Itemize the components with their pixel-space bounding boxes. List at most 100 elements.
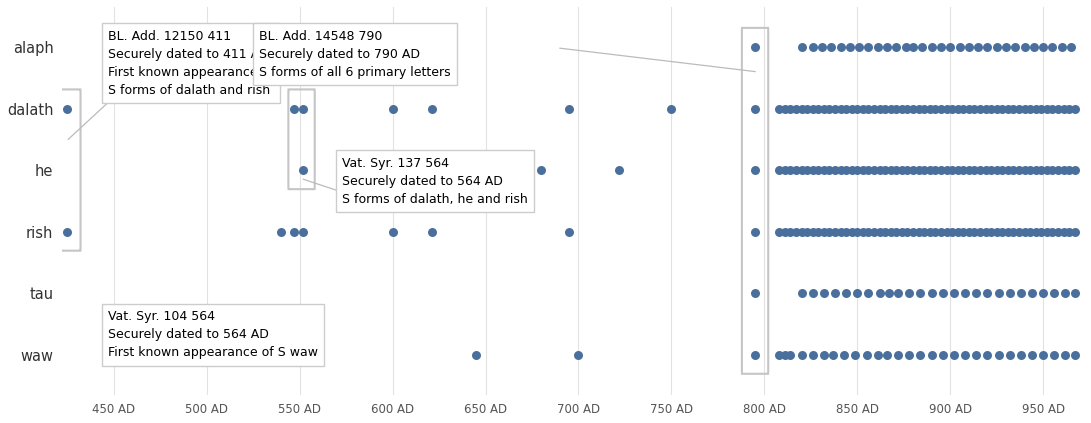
Point <box>932 228 949 235</box>
Point <box>858 352 875 358</box>
Point <box>841 44 859 50</box>
Point <box>532 167 550 173</box>
Point <box>988 105 1006 112</box>
Point <box>843 228 861 235</box>
Point <box>966 228 983 235</box>
Point <box>860 228 877 235</box>
Point <box>295 352 312 358</box>
Point <box>876 105 894 112</box>
Point <box>1016 167 1033 173</box>
Point <box>889 290 907 297</box>
Point <box>781 105 799 112</box>
Point <box>423 105 441 112</box>
Point <box>926 105 944 112</box>
Point <box>1060 167 1078 173</box>
Point <box>1032 228 1050 235</box>
Point <box>788 105 805 112</box>
Point <box>815 105 832 112</box>
Point <box>1027 105 1044 112</box>
Point <box>888 167 906 173</box>
Point <box>897 44 914 50</box>
Point <box>1039 228 1056 235</box>
Point <box>1066 228 1083 235</box>
Point <box>849 290 866 297</box>
Point <box>899 228 916 235</box>
Point <box>912 290 930 297</box>
Point <box>1010 167 1028 173</box>
Point <box>888 105 906 112</box>
Point <box>799 105 816 112</box>
Point <box>979 290 996 297</box>
Point <box>1034 290 1052 297</box>
Point <box>1021 167 1039 173</box>
Point <box>888 44 906 50</box>
Point <box>1010 105 1028 112</box>
Point <box>423 228 441 235</box>
Point <box>825 352 842 358</box>
Point <box>1045 352 1063 358</box>
Point <box>1053 44 1070 50</box>
Point <box>820 228 838 235</box>
Text: Vat. Syr. 104 564
Securely dated to 564 AD
First known appearance of S waw: Vat. Syr. 104 564 Securely dated to 564 … <box>108 310 319 360</box>
Point <box>1032 167 1050 173</box>
Point <box>838 167 855 173</box>
Point <box>746 228 764 235</box>
Point <box>876 167 894 173</box>
Point <box>976 228 994 235</box>
Point <box>826 228 843 235</box>
Point <box>870 44 887 50</box>
Point <box>938 228 956 235</box>
Point <box>788 228 805 235</box>
Point <box>1016 228 1033 235</box>
Point <box>913 44 931 50</box>
Point <box>1066 352 1083 358</box>
Point <box>871 105 888 112</box>
Point <box>923 290 940 297</box>
Point <box>871 290 888 297</box>
Point <box>949 105 967 112</box>
Point <box>990 352 1007 358</box>
Point <box>971 228 988 235</box>
Point <box>836 352 853 358</box>
Point <box>746 44 764 50</box>
Point <box>561 105 578 112</box>
Point <box>831 228 849 235</box>
Point <box>871 167 888 173</box>
Point <box>860 290 877 297</box>
Text: BL. Add. 14548 790
Securely dated to 790 AD
S forms of all 6 primary letters: BL. Add. 14548 790 Securely dated to 790… <box>259 30 451 79</box>
Point <box>793 105 811 112</box>
Point <box>944 228 961 235</box>
Point <box>982 228 999 235</box>
Point <box>955 167 972 173</box>
Point <box>904 44 922 50</box>
Point <box>815 228 832 235</box>
Point <box>878 44 896 50</box>
Point <box>932 167 949 173</box>
Point <box>976 167 994 173</box>
Point <box>990 290 1007 297</box>
Point <box>915 167 933 173</box>
Point <box>955 105 972 112</box>
Point <box>854 228 872 235</box>
Point <box>1007 44 1024 50</box>
Point <box>810 167 827 173</box>
Point <box>988 44 1006 50</box>
Point <box>746 290 764 297</box>
Point <box>988 228 1006 235</box>
Point <box>810 228 827 235</box>
Point <box>823 44 840 50</box>
Point <box>1057 352 1075 358</box>
Point <box>826 167 843 173</box>
Point <box>849 105 866 112</box>
Point <box>1039 167 1056 173</box>
Point <box>831 44 849 50</box>
Point <box>1045 290 1063 297</box>
Point <box>942 44 959 50</box>
Point <box>860 44 877 50</box>
Point <box>1050 105 1067 112</box>
Point <box>1044 105 1062 112</box>
Point <box>781 167 799 173</box>
Point <box>971 105 988 112</box>
Point <box>971 167 988 173</box>
Point <box>813 44 830 50</box>
